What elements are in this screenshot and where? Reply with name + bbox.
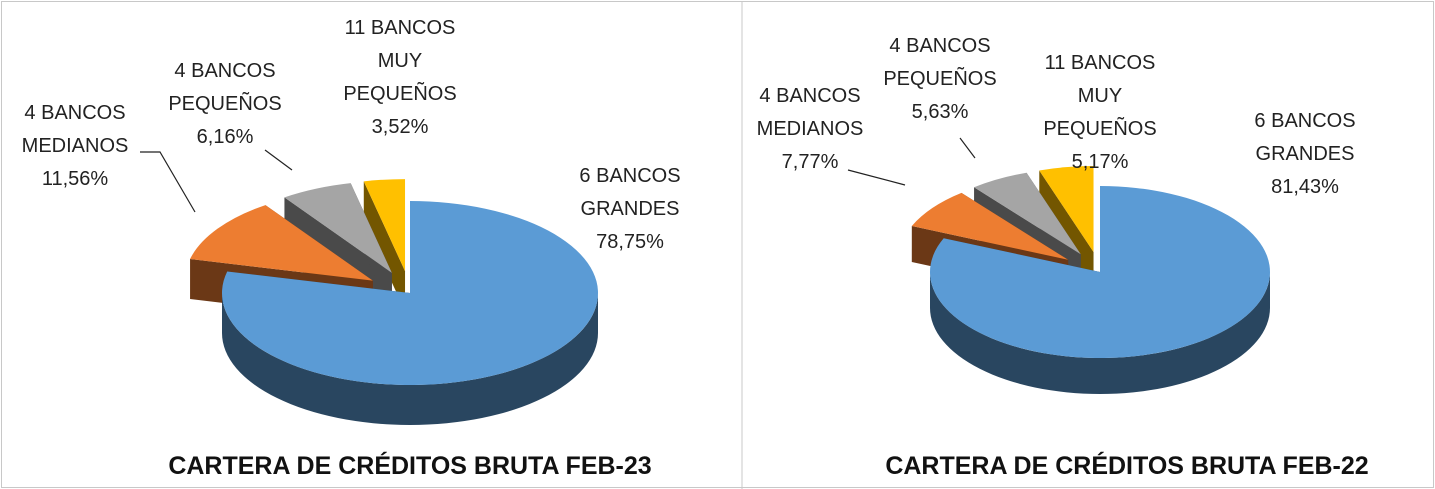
slice-side (930, 272, 1270, 394)
slice (974, 172, 1081, 255)
category: 4 BANCOS PEQUEÑOS (168, 60, 282, 115)
value-label: 81,43% (1271, 176, 1339, 198)
category: 6 BANCOS GRANDES (579, 165, 681, 220)
slice-side (222, 293, 598, 425)
value-label: 78,75% (596, 231, 664, 253)
value-label: 5,63% (911, 101, 969, 123)
category: 4 BANCOS MEDIANOS (21, 102, 129, 157)
value-label: 5,17% (1071, 151, 1129, 173)
chart-title: CARTERA DE CRÉDITOS BRUTA FEB-22 (885, 452, 1369, 480)
leader-line (140, 151, 196, 213)
category: 4 BANCOS MEDIANOS (756, 85, 864, 140)
slice-label: 11 BANCOS MUY PEQUEÑOS 3,52% (338, 12, 463, 144)
category: 11 BANCOS MUY PEQUEÑOS (343, 17, 457, 105)
leader-line (959, 137, 976, 159)
category: 11 BANCOS MUY PEQUEÑOS (1043, 52, 1157, 140)
category: 6 BANCOS GRANDES (1254, 110, 1356, 165)
slice (363, 179, 406, 272)
slice (190, 205, 373, 281)
slice (930, 185, 1270, 358)
slice-wall (363, 181, 406, 312)
category: 4 BANCOS PEQUEÑOS (883, 35, 997, 90)
value-label: 3,52% (371, 116, 429, 138)
value-label: 6,16% (196, 126, 254, 148)
slice (284, 183, 392, 273)
slice (222, 201, 598, 386)
leader-line (264, 149, 293, 171)
value-label: 11,56% (41, 168, 109, 190)
slice-label: 11 BANCOS MUY PEQUEÑOS 5,17% (1038, 47, 1163, 179)
leader-line (847, 169, 906, 186)
value-label: 7,77% (781, 151, 839, 173)
chart-title: CARTERA DE CRÉDITOS BRUTA FEB-23 (168, 452, 652, 480)
slice-label: 4 BANCOS PEQUEÑOS 5,63% (878, 30, 1003, 129)
slice-label: 4 BANCOS MEDIANOS 11,56% (13, 97, 138, 196)
slice (911, 192, 1069, 260)
slice-label: 4 BANCOS MEDIANOS 7,77% (748, 80, 873, 179)
slice-label: 4 BANCOS PEQUEÑOS 6,16% (163, 55, 288, 154)
slice (1039, 166, 1094, 253)
slice-label: 6 BANCOS GRANDES 78,75% (568, 160, 693, 259)
slice-label: 6 BANCOS GRANDES 81,43% (1243, 105, 1368, 204)
